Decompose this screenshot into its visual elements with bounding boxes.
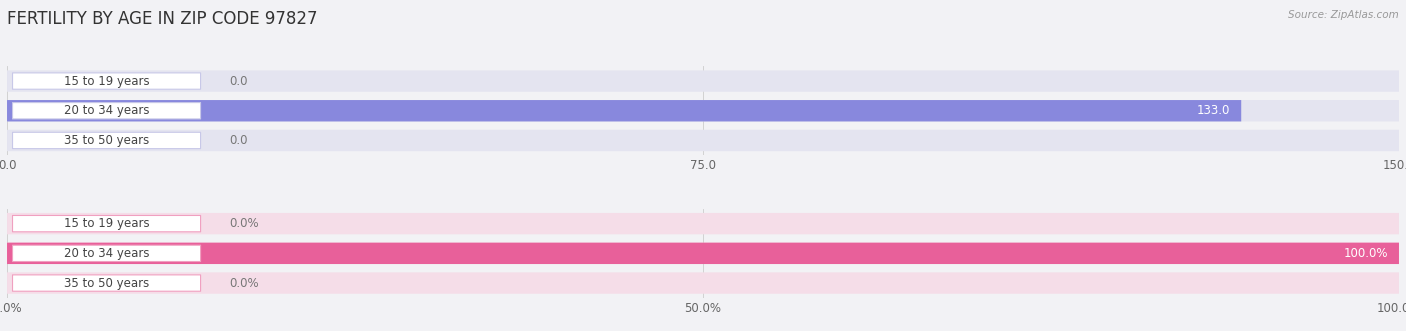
Text: 20 to 34 years: 20 to 34 years [63, 247, 149, 260]
Text: 0.0%: 0.0% [229, 276, 259, 290]
FancyBboxPatch shape [13, 103, 201, 119]
Text: FERTILITY BY AGE IN ZIP CODE 97827: FERTILITY BY AGE IN ZIP CODE 97827 [7, 10, 318, 28]
FancyBboxPatch shape [7, 100, 1241, 121]
FancyBboxPatch shape [7, 71, 1399, 92]
Text: 35 to 50 years: 35 to 50 years [63, 134, 149, 147]
Text: 35 to 50 years: 35 to 50 years [63, 276, 149, 290]
Text: Source: ZipAtlas.com: Source: ZipAtlas.com [1288, 10, 1399, 20]
FancyBboxPatch shape [7, 213, 1399, 234]
Text: 0.0: 0.0 [229, 134, 249, 147]
FancyBboxPatch shape [7, 100, 1399, 121]
FancyBboxPatch shape [7, 243, 1399, 264]
Text: 0.0: 0.0 [229, 74, 249, 88]
Text: 20 to 34 years: 20 to 34 years [63, 104, 149, 117]
FancyBboxPatch shape [13, 275, 201, 291]
FancyBboxPatch shape [13, 245, 201, 261]
Text: 133.0: 133.0 [1197, 104, 1230, 117]
FancyBboxPatch shape [13, 73, 201, 89]
Text: 15 to 19 years: 15 to 19 years [63, 74, 149, 88]
FancyBboxPatch shape [7, 130, 1399, 151]
Text: 0.0%: 0.0% [229, 217, 259, 230]
FancyBboxPatch shape [7, 243, 1399, 264]
FancyBboxPatch shape [13, 132, 201, 149]
FancyBboxPatch shape [7, 272, 1399, 294]
FancyBboxPatch shape [13, 215, 201, 232]
Text: 15 to 19 years: 15 to 19 years [63, 217, 149, 230]
Text: 100.0%: 100.0% [1343, 247, 1388, 260]
